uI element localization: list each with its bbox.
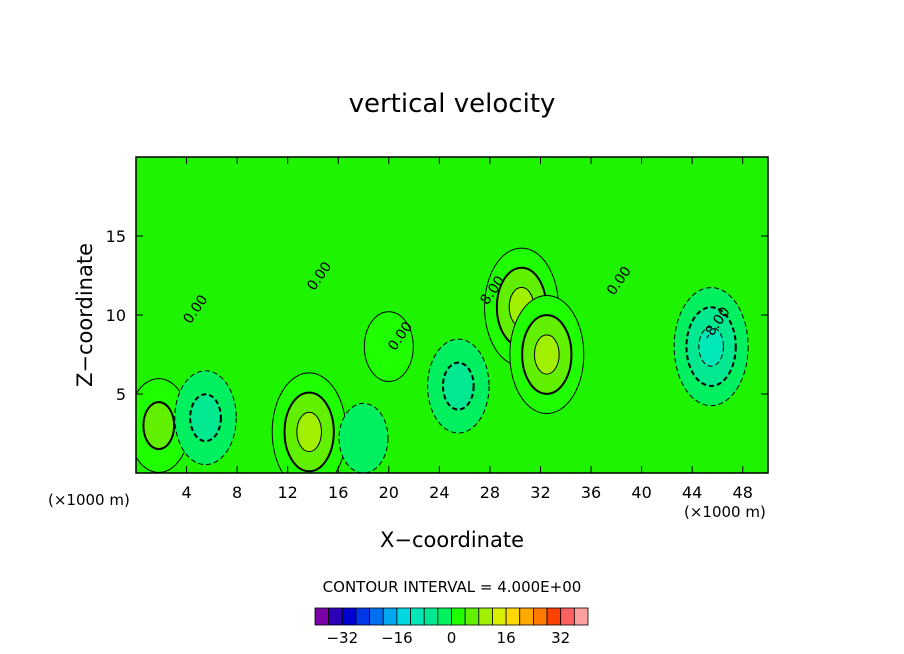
contour-band	[142, 401, 176, 451]
colorbar-swatch	[573, 607, 589, 626]
x-axis-label: X−coordinate	[380, 528, 524, 552]
x-tick-label: 40	[631, 483, 651, 502]
colorbar-swatch	[396, 607, 411, 626]
x-tick-label: 4	[181, 483, 191, 502]
x-unit-label-right: (×1000 m)	[684, 503, 766, 521]
colorbar-swatch	[546, 607, 562, 626]
x-tick-label: 48	[733, 483, 753, 502]
contour-band	[296, 411, 322, 453]
y-axis-label: Z−coordinate	[73, 243, 97, 387]
contour-band	[189, 393, 222, 443]
colorbar-tick-label: 16	[497, 629, 516, 647]
colorbar-swatch	[423, 607, 439, 626]
colorbar-swatch	[478, 607, 493, 626]
x-tick-label: 44	[682, 483, 702, 502]
contour-band	[533, 334, 560, 375]
colorbar-swatch	[437, 607, 452, 626]
colorbar: −32 −16 0 16 32	[314, 607, 589, 647]
colorbar-swatch	[505, 607, 521, 626]
colorbar-swatch	[560, 607, 575, 626]
colorbar-swatch	[492, 607, 507, 626]
contour-band	[363, 311, 414, 382]
downdraft-core	[427, 338, 490, 434]
x-tick-label: 8	[232, 483, 242, 502]
contour-interval-label: CONTOUR INTERVAL = 4.000E+00	[323, 578, 582, 596]
updraft-core	[363, 311, 414, 382]
colorbar-swatch	[369, 607, 384, 626]
contour-band	[441, 361, 475, 411]
plot-area	[136, 157, 768, 473]
x-tick-label: 12	[278, 483, 298, 502]
contour-band	[698, 326, 724, 367]
x-tick-label: 36	[581, 483, 601, 502]
colorbar-swatch	[382, 607, 398, 626]
x-tick-label: 24	[429, 483, 449, 502]
x-tick-label: 32	[530, 483, 550, 502]
colorbar-swatch	[533, 607, 548, 626]
downdraft-core	[673, 287, 749, 407]
contour-field	[136, 247, 749, 473]
colorbar-tick-label: 32	[551, 629, 570, 647]
updraft-core	[509, 294, 585, 415]
y-axis: 5 10 15	[106, 227, 768, 404]
y-tick-label: 10	[106, 306, 126, 325]
downdraft-core	[338, 402, 389, 473]
x-tick-label: 20	[379, 483, 399, 502]
colorbar-swatch	[451, 607, 466, 626]
chart-title: vertical velocity	[349, 89, 556, 119]
colorbar-swatch	[314, 607, 330, 626]
colorbar-swatch	[341, 607, 357, 626]
colorbar-swatch	[355, 607, 371, 626]
x-unit-label-left: (×1000 m)	[48, 491, 130, 509]
colorbar-swatch	[328, 607, 343, 626]
colorbar-tick-label: −32	[326, 629, 358, 647]
colorbar-swatch	[410, 607, 425, 626]
x-axis: 4 8 12 16 20 24 28 32 36 40 44 48	[181, 157, 753, 502]
downdraft-core	[174, 370, 237, 466]
y-tick-label: 15	[106, 227, 126, 246]
colorbar-tick-label: 0	[447, 629, 457, 647]
colorbar-tick-label: −16	[381, 629, 413, 647]
y-tick-label: 5	[116, 385, 126, 404]
colorbar-swatch	[519, 607, 534, 626]
contour-band	[338, 402, 389, 473]
x-tick-label: 28	[480, 483, 500, 502]
x-tick-label: 16	[328, 483, 348, 502]
colorbar-swatch	[464, 607, 480, 626]
